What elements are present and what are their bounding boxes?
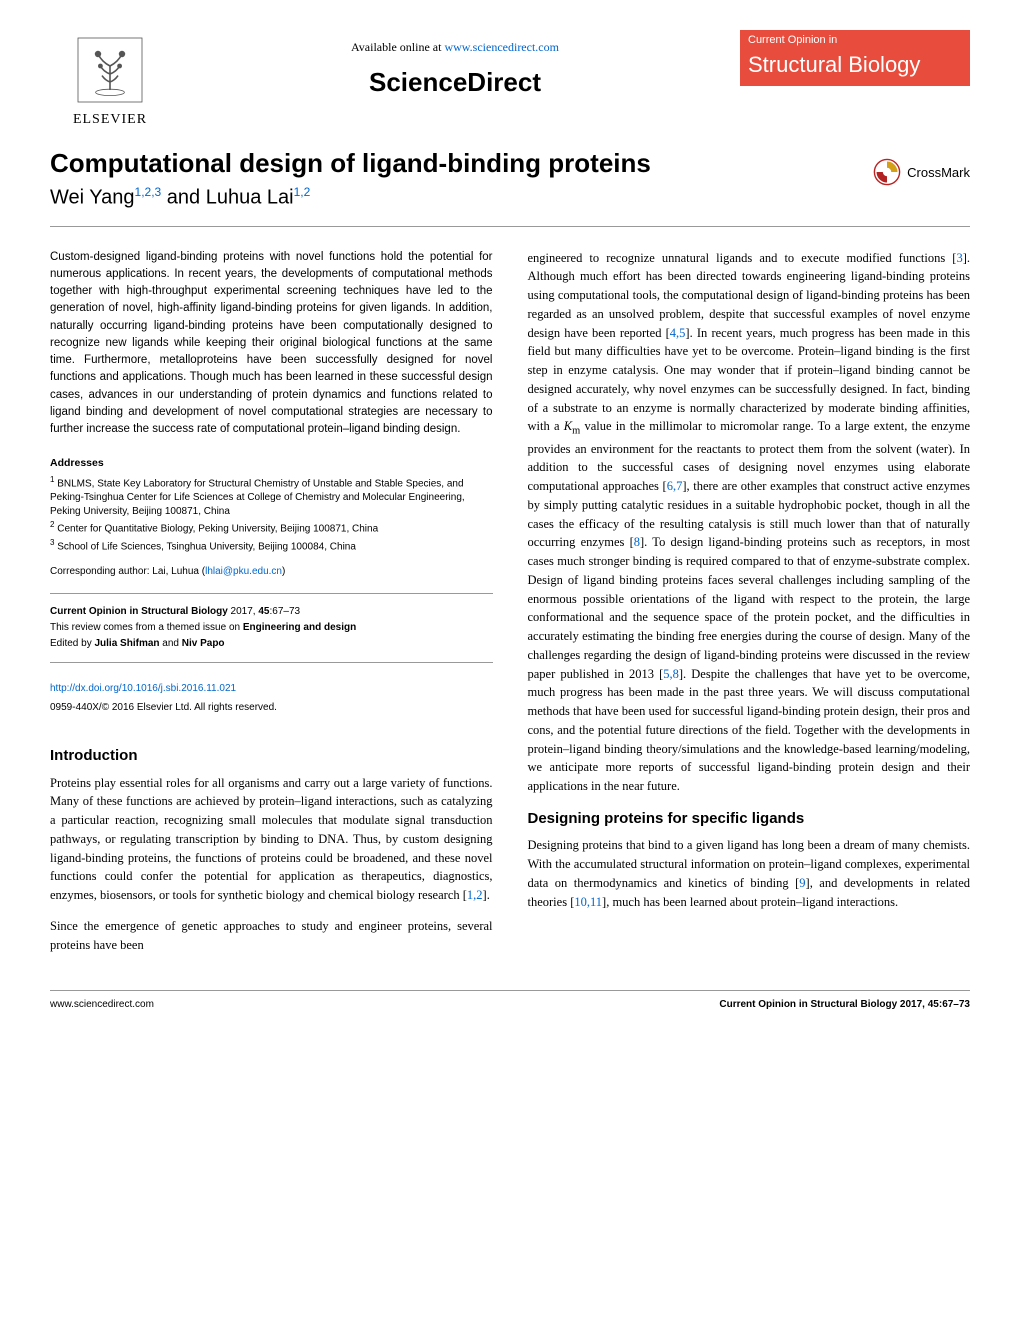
edited-by-line: Edited by Julia Shifman and Niv Papo: [50, 636, 493, 652]
intro-para-1: Proteins play essential roles for all or…: [50, 774, 493, 905]
page-header: ELSEVIER Available online at www.science…: [50, 30, 970, 128]
ref-1-2[interactable]: 1,2: [467, 888, 483, 902]
journal-title-box: Current Opinion in Structural Biology: [740, 30, 970, 86]
authors-line: Wei Yang1,2,3 and Luhua Lai1,2: [50, 185, 873, 210]
address-1-text: BNLMS, State Key Laboratory for Structur…: [50, 478, 465, 517]
footer-right-text: Current Opinion in Structural Biology 20…: [719, 999, 970, 1010]
elsevier-tree-icon: [70, 30, 150, 110]
citation-year: 2017,: [228, 606, 259, 617]
corresponding-email[interactable]: lhlai@pku.edu.cn: [205, 566, 282, 577]
col2-para-1: engineered to recognize unnatural ligand…: [528, 249, 971, 796]
edited-prefix: Edited by: [50, 638, 94, 649]
intro-p1-text: Proteins play essential roles for all or…: [50, 776, 493, 903]
footer-right: Current Opinion in Structural Biology 20…: [719, 999, 970, 1010]
addresses-heading: Addresses: [50, 456, 493, 472]
authors-and: and: [161, 187, 205, 209]
title-row: Computational design of ligand-binding p…: [50, 148, 970, 210]
journal-main-line: Structural Biology: [740, 50, 970, 86]
left-column: Custom-designed ligand-binding proteins …: [50, 249, 493, 967]
design-para-1: Designing proteins that bind to a given …: [528, 836, 971, 911]
right-column: engineered to recognize unnatural ligand…: [528, 249, 971, 967]
intro-para-2: Since the emergence of genetic approache…: [50, 917, 493, 955]
c2p1c: ]. In recent years, much progress has be…: [528, 326, 971, 434]
page-footer: www.sciencedirect.com Current Opinion in…: [50, 990, 970, 1010]
crossmark-label: CrossMark: [907, 165, 970, 180]
author-2-affil[interactable]: 1,2: [294, 185, 311, 199]
corresponding-close: ): [282, 566, 285, 577]
themed-prefix: This review comes from a themed issue on: [50, 622, 243, 633]
citation-volume: 45: [258, 606, 269, 617]
elsevier-logo-block: ELSEVIER: [50, 30, 170, 128]
editor-2: Niv Papo: [182, 638, 225, 649]
intro-p1-end: ].: [483, 888, 490, 902]
ref-5-8[interactable]: 5,8: [663, 667, 679, 681]
two-column-layout: Custom-designed ligand-binding proteins …: [50, 249, 970, 967]
c2p1g: ]. Despite the challenges that have yet …: [528, 667, 971, 794]
crossmark-icon: [873, 158, 901, 186]
header-center: Available online at www.sciencedirect.co…: [170, 30, 740, 98]
address-2: 2 Center for Quantitative Biology, Pekin…: [50, 519, 493, 536]
km-sub: m: [572, 426, 580, 437]
citation-line: Current Opinion in Structural Biology 20…: [50, 604, 493, 620]
editor-1: Julia Shifman: [94, 638, 159, 649]
available-label: Available online at: [351, 40, 444, 54]
c2p1a: engineered to recognize unnatural ligand…: [528, 251, 957, 265]
doi-block: http://dx.doi.org/10.1016/j.sbi.2016.11.…: [50, 681, 493, 696]
corresponding-label: Corresponding author: Lai, Luhua (: [50, 566, 205, 577]
author-1: Wei Yang: [50, 187, 135, 209]
themed-title: Engineering and design: [243, 622, 356, 633]
sciencedirect-logo-text: ScienceDirect: [170, 67, 740, 98]
citation-journal: Current Opinion in Structural Biology: [50, 606, 228, 617]
address-2-text: Center for Quantitative Biology, Peking …: [54, 524, 378, 535]
ref-6-7[interactable]: 6,7: [667, 479, 683, 493]
designing-heading: Designing proteins for specific ligands: [528, 808, 971, 831]
themed-issue-line: This review comes from a themed issue on…: [50, 620, 493, 636]
article-title: Computational design of ligand-binding p…: [50, 148, 873, 179]
address-3: 3 School of Life Sciences, Tsinghua Univ…: [50, 537, 493, 554]
title-block: Computational design of ligand-binding p…: [50, 148, 873, 210]
footer-left: www.sciencedirect.com: [50, 999, 154, 1010]
copyright-line: 0959-440X/© 2016 Elsevier Ltd. All right…: [50, 700, 493, 715]
address-3-text: School of Life Sciences, Tsinghua Univer…: [54, 541, 355, 552]
elsevier-label: ELSEVIER: [73, 112, 147, 128]
dp1c: ], much has been learned about protein–l…: [602, 895, 898, 909]
abstract-text: Custom-designed ligand-binding proteins …: [50, 249, 493, 439]
ref-10-11[interactable]: 10,11: [574, 895, 602, 909]
author-1-affil[interactable]: 1,2,3: [135, 185, 162, 199]
crossmark-badge[interactable]: CrossMark: [873, 158, 970, 186]
citation-pages: :67–73: [270, 606, 301, 617]
editor-and: and: [160, 638, 182, 649]
citation-block: Current Opinion in Structural Biology 20…: [50, 593, 493, 663]
doi-link[interactable]: http://dx.doi.org/10.1016/j.sbi.2016.11.…: [50, 683, 236, 694]
introduction-heading: Introduction: [50, 745, 493, 768]
ref-4-5[interactable]: 4,5: [670, 326, 686, 340]
sciencedirect-url[interactable]: www.sciencedirect.com: [444, 40, 559, 54]
corresponding-author: Corresponding author: Lai, Luhua (lhlai@…: [50, 564, 493, 579]
km-symbol: K: [564, 419, 572, 433]
title-divider: [50, 226, 970, 227]
c2p1f: ]. To design ligand-binding proteins suc…: [528, 535, 971, 680]
author-2: Luhua Lai: [206, 187, 294, 209]
address-1: 1 BNLMS, State Key Laboratory for Struct…: [50, 474, 493, 519]
journal-top-line: Current Opinion in: [740, 30, 970, 50]
available-online-text: Available online at www.sciencedirect.co…: [170, 40, 740, 55]
